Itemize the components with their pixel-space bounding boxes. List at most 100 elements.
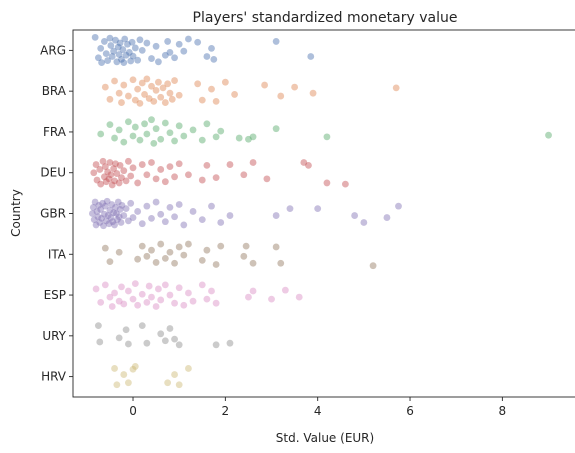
point-arg-12 bbox=[113, 58, 121, 66]
point-bra-12 bbox=[141, 91, 148, 98]
point-arg-17 bbox=[119, 46, 127, 53]
point-arg-45 bbox=[272, 38, 280, 45]
point-arg-46 bbox=[307, 53, 315, 60]
point-ita-12 bbox=[175, 243, 183, 251]
point-fra-3 bbox=[115, 126, 123, 134]
point-deu-2 bbox=[93, 176, 101, 184]
point-gbr-23 bbox=[110, 209, 118, 217]
y-tick-label-arg: ARG bbox=[40, 43, 66, 57]
point-esp-20 bbox=[161, 281, 169, 289]
point-fra-14 bbox=[157, 135, 165, 143]
point-ita-6 bbox=[148, 246, 155, 254]
point-gbr-37 bbox=[129, 214, 137, 221]
point-gbr-9 bbox=[97, 206, 105, 213]
point-esp-16 bbox=[148, 293, 155, 301]
point-deu-26 bbox=[134, 179, 142, 187]
point-deu-15 bbox=[111, 177, 118, 185]
point-ita-23 bbox=[277, 259, 285, 267]
point-ury-10 bbox=[171, 335, 178, 343]
point-arg-15 bbox=[116, 39, 124, 47]
point-gbr-25 bbox=[112, 203, 119, 211]
point-bra-25 bbox=[171, 77, 178, 84]
point-esp-22 bbox=[171, 299, 178, 307]
point-deu-1 bbox=[92, 161, 100, 168]
point-deu-9 bbox=[104, 168, 112, 176]
x-tick-label-2: 2 bbox=[222, 404, 230, 418]
point-esp-19 bbox=[157, 296, 165, 304]
point-gbr-58 bbox=[360, 219, 368, 226]
point-ita-2 bbox=[115, 248, 123, 256]
point-bra-15 bbox=[148, 82, 155, 90]
point-fra-23 bbox=[212, 133, 220, 141]
point-fra-13 bbox=[152, 125, 160, 133]
point-bra-21 bbox=[161, 99, 169, 106]
point-ita-21 bbox=[249, 259, 257, 267]
point-esp-30 bbox=[212, 299, 220, 307]
point-esp-29 bbox=[208, 287, 215, 295]
point-gbr-30 bbox=[116, 206, 124, 213]
point-deu-46 bbox=[323, 179, 331, 187]
point-ury-7 bbox=[157, 330, 165, 338]
point-ury-2 bbox=[115, 334, 123, 342]
point-hrv-0 bbox=[111, 365, 118, 372]
point-esp-26 bbox=[189, 297, 197, 305]
point-arg-20 bbox=[122, 51, 130, 59]
point-fra-7 bbox=[131, 123, 139, 131]
point-deu-34 bbox=[171, 173, 178, 181]
point-gbr-54 bbox=[272, 212, 280, 219]
point-fra-30 bbox=[545, 131, 552, 139]
point-gbr-45 bbox=[166, 203, 174, 211]
point-arg-43 bbox=[208, 44, 215, 52]
point-gbr-19 bbox=[106, 206, 114, 214]
point-arg-2 bbox=[97, 44, 105, 52]
point-deu-6 bbox=[100, 173, 108, 181]
point-bra-19 bbox=[157, 93, 165, 101]
y-tick-label-deu: DEU bbox=[40, 166, 66, 180]
point-hrv-8 bbox=[175, 381, 183, 389]
point-ita-15 bbox=[198, 256, 206, 264]
point-gbr-0 bbox=[88, 210, 96, 217]
y-tick-label-bra: BRA bbox=[42, 84, 67, 98]
point-gbr-39 bbox=[138, 220, 146, 228]
y-tick-label-gbr: GBR bbox=[40, 207, 66, 221]
point-fra-29 bbox=[323, 133, 331, 141]
point-deu-8 bbox=[102, 178, 110, 186]
point-bra-11 bbox=[138, 79, 146, 87]
point-deu-5 bbox=[99, 157, 107, 165]
point-arg-18 bbox=[120, 59, 128, 67]
point-esp-10 bbox=[129, 295, 137, 303]
point-ita-9 bbox=[161, 254, 169, 262]
point-bra-16 bbox=[150, 97, 158, 105]
point-gbr-16 bbox=[103, 197, 111, 205]
point-arg-1 bbox=[94, 54, 102, 62]
point-deu-31 bbox=[157, 166, 165, 173]
point-gbr-8 bbox=[96, 219, 104, 226]
point-gbr-38 bbox=[134, 208, 142, 215]
point-deu-43 bbox=[263, 175, 271, 183]
point-gbr-59 bbox=[383, 214, 391, 221]
point-fra-6 bbox=[129, 132, 137, 140]
point-bra-9 bbox=[134, 85, 142, 93]
point-gbr-22 bbox=[109, 218, 117, 226]
point-bra-37 bbox=[392, 84, 400, 92]
point-fra-4 bbox=[120, 138, 128, 146]
point-ita-17 bbox=[212, 261, 220, 268]
point-gbr-43 bbox=[157, 210, 165, 218]
point-deu-36 bbox=[185, 171, 192, 179]
point-hrv-2 bbox=[120, 371, 128, 378]
point-gbr-14 bbox=[101, 202, 109, 210]
point-arg-33 bbox=[155, 58, 162, 66]
point-ita-4 bbox=[138, 242, 146, 250]
point-ita-19 bbox=[240, 252, 248, 260]
point-ury-3 bbox=[122, 326, 130, 334]
point-gbr-2 bbox=[90, 216, 98, 224]
point-arg-9 bbox=[108, 53, 116, 60]
point-fra-10 bbox=[143, 130, 151, 138]
point-arg-16 bbox=[118, 55, 125, 63]
point-bra-32 bbox=[231, 91, 238, 98]
point-fra-9 bbox=[141, 120, 148, 128]
point-gbr-15 bbox=[102, 217, 110, 225]
point-bra-33 bbox=[261, 81, 268, 89]
point-deu-10 bbox=[105, 175, 113, 183]
point-deu-21 bbox=[120, 167, 128, 175]
